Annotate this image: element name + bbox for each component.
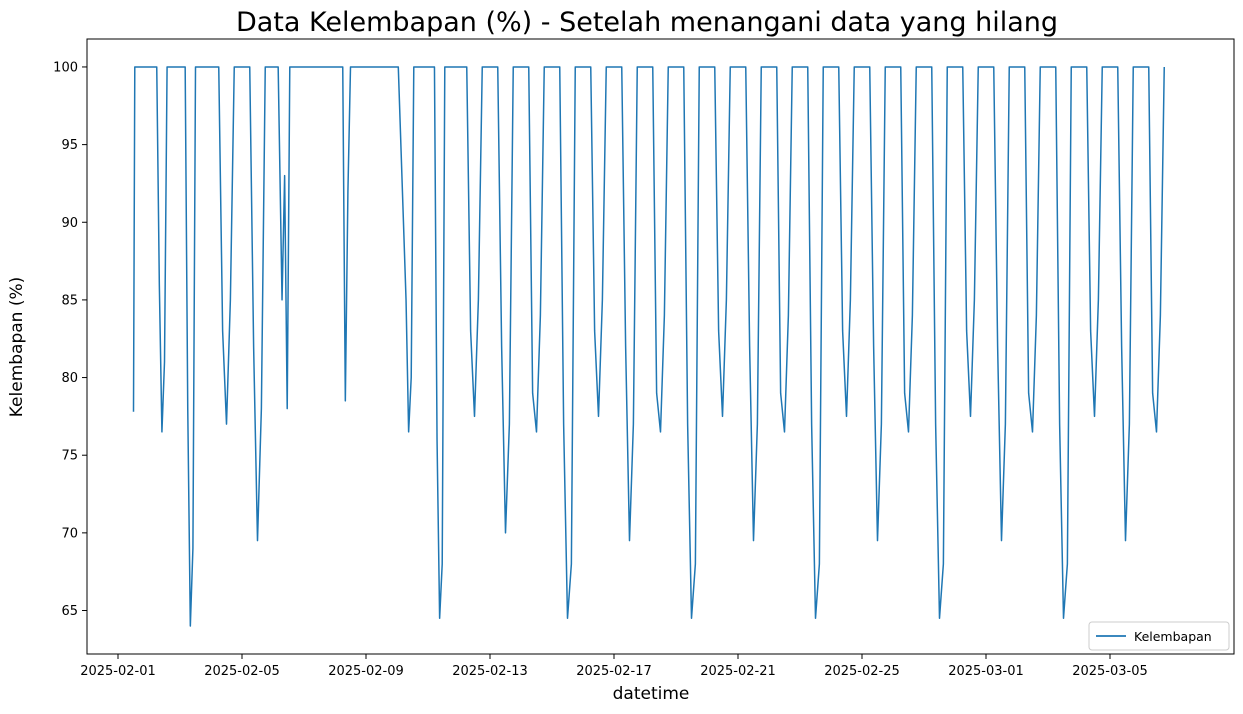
- x-tick-label: 2025-03-01: [948, 664, 1024, 679]
- x-tick-label: 2025-02-25: [824, 664, 900, 679]
- y-tick-label: 80: [61, 371, 78, 386]
- plot-area: [132, 66, 1165, 627]
- x-tick-label: 2025-02-01: [80, 664, 156, 679]
- y-tick-label: 75: [61, 449, 78, 464]
- x-tick-label: 2025-02-21: [700, 664, 776, 679]
- x-tick-label: 2025-02-17: [576, 664, 652, 679]
- y-tick-label: 95: [61, 138, 78, 153]
- y-tick-label: 85: [61, 293, 78, 308]
- x-axis-label: datetime: [613, 684, 690, 704]
- y-tick-label: 70: [61, 526, 78, 541]
- y-axis-ticks: 65 70 75 80 85 90 95 100: [53, 60, 87, 619]
- x-tick-label: 2025-02-09: [328, 664, 404, 679]
- x-axis-ticks: 2025-02-01 2025-02-05 2025-02-09 2025-02-13…: [80, 654, 1148, 679]
- chart-title: Data Kelembapan (%) - Setelah menangani …: [236, 7, 1058, 38]
- y-tick-label: 65: [61, 604, 78, 619]
- plot-frame: [86, 38, 1235, 655]
- x-tick-label: 2025-03-05: [1072, 664, 1148, 679]
- legend-label-kelembapan: Kelembapan: [1134, 629, 1212, 644]
- series-line-kelembapan: [132, 66, 1165, 627]
- legend: Kelembapan: [1088, 621, 1230, 651]
- legend-box: [1088, 621, 1230, 651]
- y-tick-label: 100: [53, 60, 78, 75]
- y-tick-label: 90: [61, 216, 78, 231]
- x-tick-label: 2025-02-13: [452, 664, 528, 679]
- x-tick-label: 2025-02-05: [204, 664, 280, 679]
- y-axis-label: Kelembapan (%): [7, 277, 27, 418]
